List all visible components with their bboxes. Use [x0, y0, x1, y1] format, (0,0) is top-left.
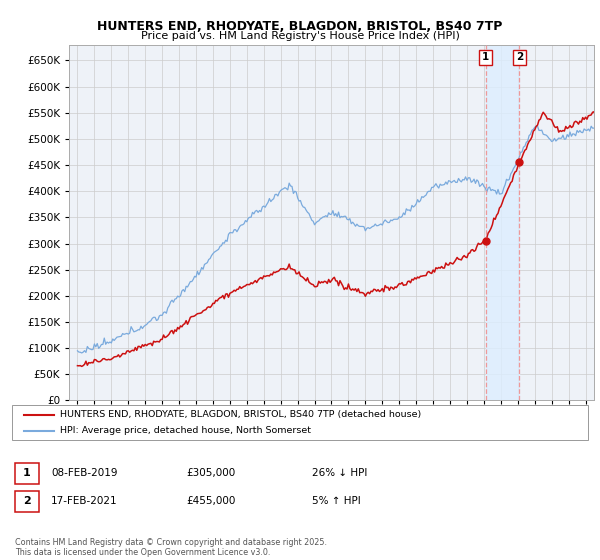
Text: HPI: Average price, detached house, North Somerset: HPI: Average price, detached house, Nort…: [60, 426, 311, 436]
Text: Price paid vs. HM Land Registry's House Price Index (HPI): Price paid vs. HM Land Registry's House …: [140, 31, 460, 41]
Text: 08-FEB-2019: 08-FEB-2019: [51, 468, 118, 478]
Text: 26% ↓ HPI: 26% ↓ HPI: [312, 468, 367, 478]
Text: 2: 2: [23, 496, 31, 506]
Text: HUNTERS END, RHODYATE, BLAGDON, BRISTOL, BS40 7TP: HUNTERS END, RHODYATE, BLAGDON, BRISTOL,…: [97, 20, 503, 32]
Text: £455,000: £455,000: [186, 496, 235, 506]
Text: 5% ↑ HPI: 5% ↑ HPI: [312, 496, 361, 506]
Text: 2: 2: [516, 52, 523, 62]
Text: Contains HM Land Registry data © Crown copyright and database right 2025.
This d: Contains HM Land Registry data © Crown c…: [15, 538, 327, 557]
Text: 1: 1: [482, 52, 489, 62]
Bar: [485, 45, 520, 400]
Text: 1: 1: [23, 468, 31, 478]
Text: 17-FEB-2021: 17-FEB-2021: [51, 496, 118, 506]
Text: HUNTERS END, RHODYATE, BLAGDON, BRISTOL, BS40 7TP (detached house): HUNTERS END, RHODYATE, BLAGDON, BRISTOL,…: [60, 410, 421, 419]
Text: £305,000: £305,000: [186, 468, 235, 478]
